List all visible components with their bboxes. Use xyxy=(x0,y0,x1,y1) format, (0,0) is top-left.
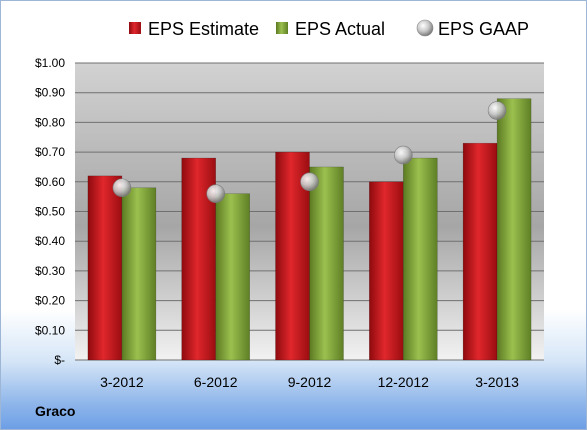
y-tick-label: $1.00 xyxy=(35,56,65,70)
gaap-points xyxy=(112,101,507,203)
legend-swatch-eps-actual xyxy=(276,22,288,34)
y-tick-label: $0.50 xyxy=(35,205,65,219)
legend-label-eps-estimate: EPS Estimate xyxy=(148,19,259,39)
bar-eps-estimate xyxy=(87,175,123,361)
gaap-point xyxy=(393,145,413,165)
y-tick-label: $0.90 xyxy=(35,86,65,100)
y-tick-label: $- xyxy=(54,353,65,367)
x-tick-label: 9-2012 xyxy=(288,374,332,390)
bar-eps-actual xyxy=(121,187,157,361)
legend-swatch-eps-gaap xyxy=(416,19,434,37)
y-tick-label: $0.20 xyxy=(35,294,65,308)
gaap-point xyxy=(487,101,507,120)
bar-eps-estimate xyxy=(368,181,404,361)
x-tick-label: 6-2012 xyxy=(194,374,238,390)
gaap-point xyxy=(112,178,132,198)
x-tick-label: 3-2013 xyxy=(475,374,519,390)
legend-label-eps-gaap: EPS GAAP xyxy=(438,19,529,39)
bars xyxy=(87,98,532,361)
y-tick-label: $0.70 xyxy=(35,145,65,159)
company-name: Graco xyxy=(35,403,76,419)
x-tick-label: 12-2012 xyxy=(378,374,430,390)
y-tick-label: $0.60 xyxy=(35,175,65,189)
y-tick-label: $0.40 xyxy=(35,234,65,248)
bar-eps-actual xyxy=(309,166,344,361)
legend: EPS Estimate EPS Actual EPS GAAP xyxy=(129,19,529,39)
bar-eps-estimate xyxy=(462,142,498,361)
x-tick-label: 3-2012 xyxy=(100,374,144,390)
x-axis: 3-2012 6-2012 9-2012 12-2012 3-2013 xyxy=(100,374,519,390)
y-tick-label: $0.80 xyxy=(35,115,65,129)
gaap-point xyxy=(300,172,319,192)
y-axis: $- $0.10 $0.20 $0.30 $0.40 $0.50 $0.60 $0.70 $0.… xyxy=(35,56,65,367)
y-tick-label: $0.30 xyxy=(35,264,65,278)
y-tick-label: $0.10 xyxy=(35,323,65,337)
legend-swatch-eps-estimate xyxy=(129,22,141,34)
bar-eps-actual xyxy=(402,157,438,361)
legend-label-eps-actual: EPS Actual xyxy=(295,19,385,39)
bar-eps-actual xyxy=(496,98,532,361)
bar-eps-actual xyxy=(215,193,250,361)
gaap-point xyxy=(206,184,225,203)
